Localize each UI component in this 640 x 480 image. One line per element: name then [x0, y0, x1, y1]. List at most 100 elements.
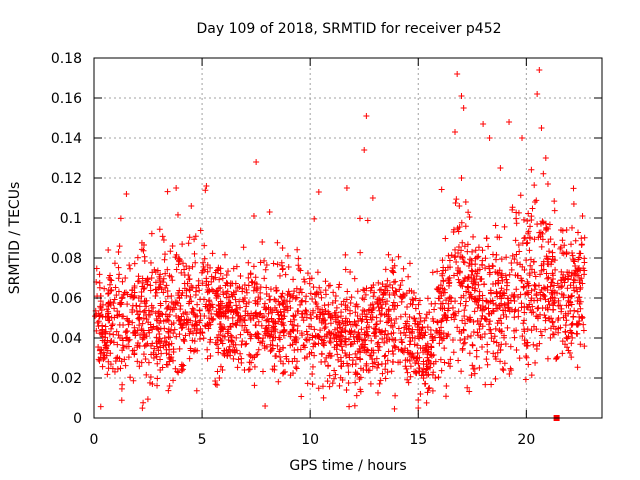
data-point [232, 296, 239, 303]
data-point [471, 308, 478, 315]
data-point [276, 301, 283, 308]
data-point [119, 334, 126, 341]
data-point [147, 342, 154, 349]
data-point [176, 331, 183, 338]
data-point [298, 310, 305, 317]
data-point [457, 337, 464, 344]
data-point [115, 275, 122, 282]
data-point [521, 309, 528, 316]
data-point [107, 350, 114, 357]
data-point [148, 302, 155, 309]
data-point [470, 329, 477, 336]
data-point [192, 288, 199, 295]
data-point [298, 393, 305, 400]
data-point [134, 278, 141, 285]
data-point [199, 329, 206, 336]
data-point [99, 322, 106, 329]
data-point [242, 322, 249, 329]
data-point [382, 266, 389, 273]
data-point [436, 340, 443, 347]
data-point [307, 290, 314, 297]
data-point [311, 352, 318, 359]
data-point [551, 207, 558, 214]
data-point [253, 351, 260, 358]
data-point [273, 284, 280, 291]
data-point [253, 281, 260, 288]
data-point [536, 67, 543, 73]
data-point [513, 220, 520, 227]
data-point [327, 320, 334, 327]
data-point [224, 330, 231, 337]
data-point [493, 339, 500, 346]
data-point [309, 363, 316, 370]
data-point [368, 316, 375, 323]
data-point [438, 324, 445, 331]
data-point [392, 287, 399, 294]
data-point [186, 287, 193, 294]
data-point [565, 333, 572, 340]
data-point [230, 341, 237, 348]
y-tick-label: 0.08 [51, 251, 82, 267]
data-point [159, 311, 166, 318]
data-point [510, 293, 517, 300]
data-point [528, 297, 535, 304]
data-point [458, 368, 465, 375]
data-point [340, 360, 347, 367]
data-point [368, 337, 375, 344]
data-point [145, 319, 152, 326]
data-point [338, 337, 345, 344]
data-point [426, 358, 433, 365]
data-point [452, 199, 459, 206]
data-point [257, 259, 264, 266]
data-point [410, 354, 417, 361]
data-point [308, 315, 315, 322]
data-point [403, 290, 410, 297]
data-point [479, 297, 486, 304]
data-point [247, 335, 254, 342]
data-point [443, 383, 450, 389]
data-point [390, 358, 397, 365]
data-point [559, 338, 566, 345]
data-point [139, 283, 146, 290]
data-point [181, 271, 188, 278]
data-point [384, 357, 391, 364]
data-point [162, 298, 169, 305]
data-point [569, 224, 576, 231]
data-point [541, 293, 548, 300]
data-point [272, 353, 279, 360]
data-point [136, 363, 143, 370]
data-point [199, 280, 206, 287]
data-point [96, 313, 103, 320]
data-point [144, 281, 151, 288]
data-point [558, 277, 565, 284]
data-point [104, 306, 111, 313]
data-point [139, 327, 146, 334]
data-point [452, 253, 459, 260]
data-point [117, 215, 124, 222]
data-point [492, 325, 499, 332]
data-point [574, 288, 581, 295]
data-point [376, 307, 383, 314]
data-point [228, 337, 235, 344]
data-point [549, 279, 556, 286]
data-point [149, 326, 156, 333]
data-point [453, 196, 460, 203]
data-point [179, 260, 186, 267]
data-point [122, 329, 129, 336]
data-point [401, 292, 408, 299]
data-point [567, 282, 574, 289]
data-point [216, 375, 223, 381]
data-point [345, 379, 352, 386]
data-point [266, 209, 273, 216]
data-point [275, 318, 282, 325]
data-point [309, 370, 316, 377]
data-point [453, 258, 460, 265]
data-point [452, 312, 459, 319]
data-point [326, 372, 333, 379]
data-point [245, 259, 252, 266]
data-point [492, 353, 499, 360]
data-point [390, 350, 397, 357]
data-point [390, 299, 397, 306]
data-point [219, 300, 226, 307]
data-point [105, 310, 112, 317]
